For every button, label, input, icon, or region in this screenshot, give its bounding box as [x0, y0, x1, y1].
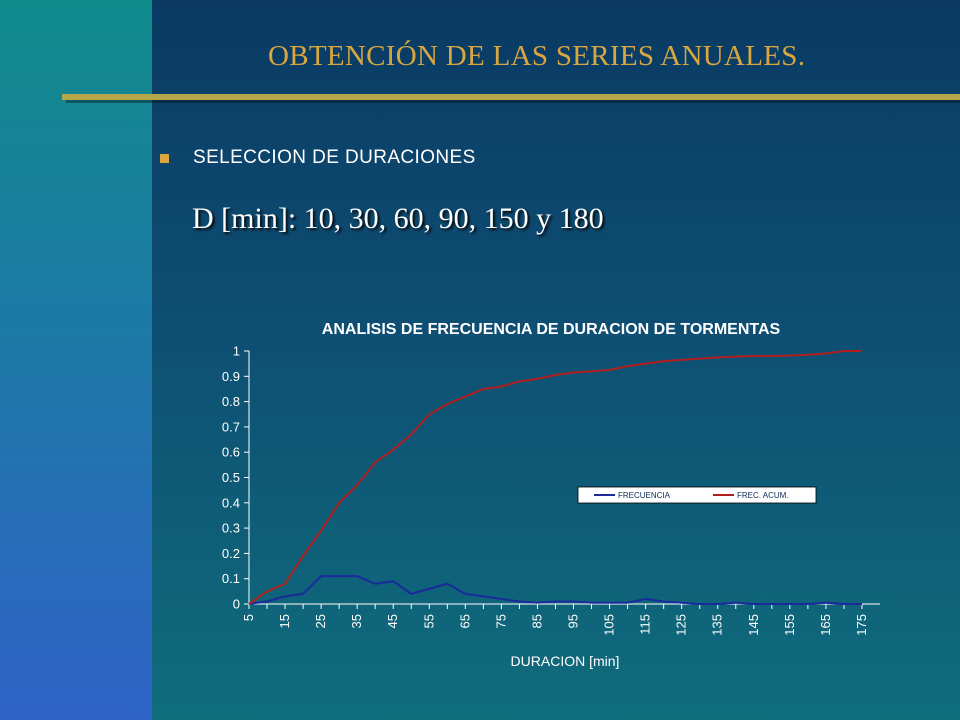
x-tick-label: 165 — [818, 614, 833, 636]
series-line-frecuencia — [248, 575, 862, 605]
y-tick-label: 1 — [233, 344, 240, 359]
durations-line: D [min]: 10, 30, 60, 90, 150 y 180 — [192, 202, 604, 235]
series-line-frec-acum — [248, 350, 862, 605]
x-tick-label: 135 — [710, 614, 725, 636]
y-tick-label: 0.7 — [222, 419, 240, 434]
y-tick-label: 0.2 — [222, 546, 240, 561]
x-tick-label: 75 — [493, 614, 508, 628]
y-tick-label: 0 — [233, 597, 240, 612]
x-tick-label: 145 — [746, 614, 761, 636]
x-tick-label: 105 — [602, 614, 617, 636]
y-tick-label: 0.9 — [222, 369, 240, 384]
x-axis-title: DURACION [min] — [511, 653, 620, 669]
x-tick-label: 125 — [674, 614, 689, 636]
x-tick-label: 85 — [529, 614, 544, 628]
y-tick-label: 0.3 — [222, 521, 240, 536]
left-accent-bar — [0, 0, 152, 720]
x-tick-label: 25 — [313, 614, 328, 628]
bullet-square-icon — [160, 153, 169, 163]
title-divider-shadow — [66, 100, 960, 103]
slide-title: OBTENCIÓN DE LAS SERIES ANUALES. — [268, 40, 806, 72]
x-tick-label: 95 — [566, 614, 581, 628]
legend-box — [577, 486, 817, 504]
x-tick-label: 35 — [349, 614, 364, 628]
y-axis-ticks: 0 0.1 0.2 0.3 0.4 0.5 0.6 0.7 0.8 0.9 1 — [222, 344, 249, 612]
legend-label-frec-acum: FREC. ACUM. — [737, 491, 789, 500]
x-tick-label: 45 — [385, 614, 400, 628]
x-tick-label: 15 — [277, 614, 292, 628]
series-lines — [248, 350, 862, 605]
x-tick-label: 155 — [782, 614, 797, 636]
x-tick-label: 5 — [241, 614, 256, 621]
frequency-chart: ANALISIS DE FRECUENCIA DE DURACION DE TO… — [222, 321, 880, 669]
legend-label-frecuencia: FRECUENCIA — [618, 491, 671, 500]
y-tick-label: 0.5 — [222, 470, 240, 485]
y-tick-label: 0.1 — [222, 571, 240, 586]
y-tick-label: 0.6 — [222, 445, 240, 460]
x-axis-ticks: 5 15 25 35 45 55 65 75 85 95 105 115 125 135 145 155 165… — [241, 604, 869, 636]
legend: FRECUENCIA FREC. ACUM. — [577, 486, 817, 504]
title-divider — [62, 94, 960, 100]
x-tick-label: 65 — [457, 614, 472, 628]
x-tick-label: 55 — [421, 614, 436, 628]
x-tick-label: 115 — [638, 614, 653, 635]
bullet-row: SELECCION DE DURACIONES — [160, 147, 476, 169]
y-tick-label: 0.4 — [222, 495, 240, 510]
x-tick-label: 175 — [854, 614, 869, 636]
chart-title: ANALISIS DE FRECUENCIA DE DURACION DE TO… — [322, 321, 781, 338]
bullet-text: SELECCION DE DURACIONES — [193, 147, 476, 168]
y-tick-label: 0.8 — [222, 394, 240, 409]
